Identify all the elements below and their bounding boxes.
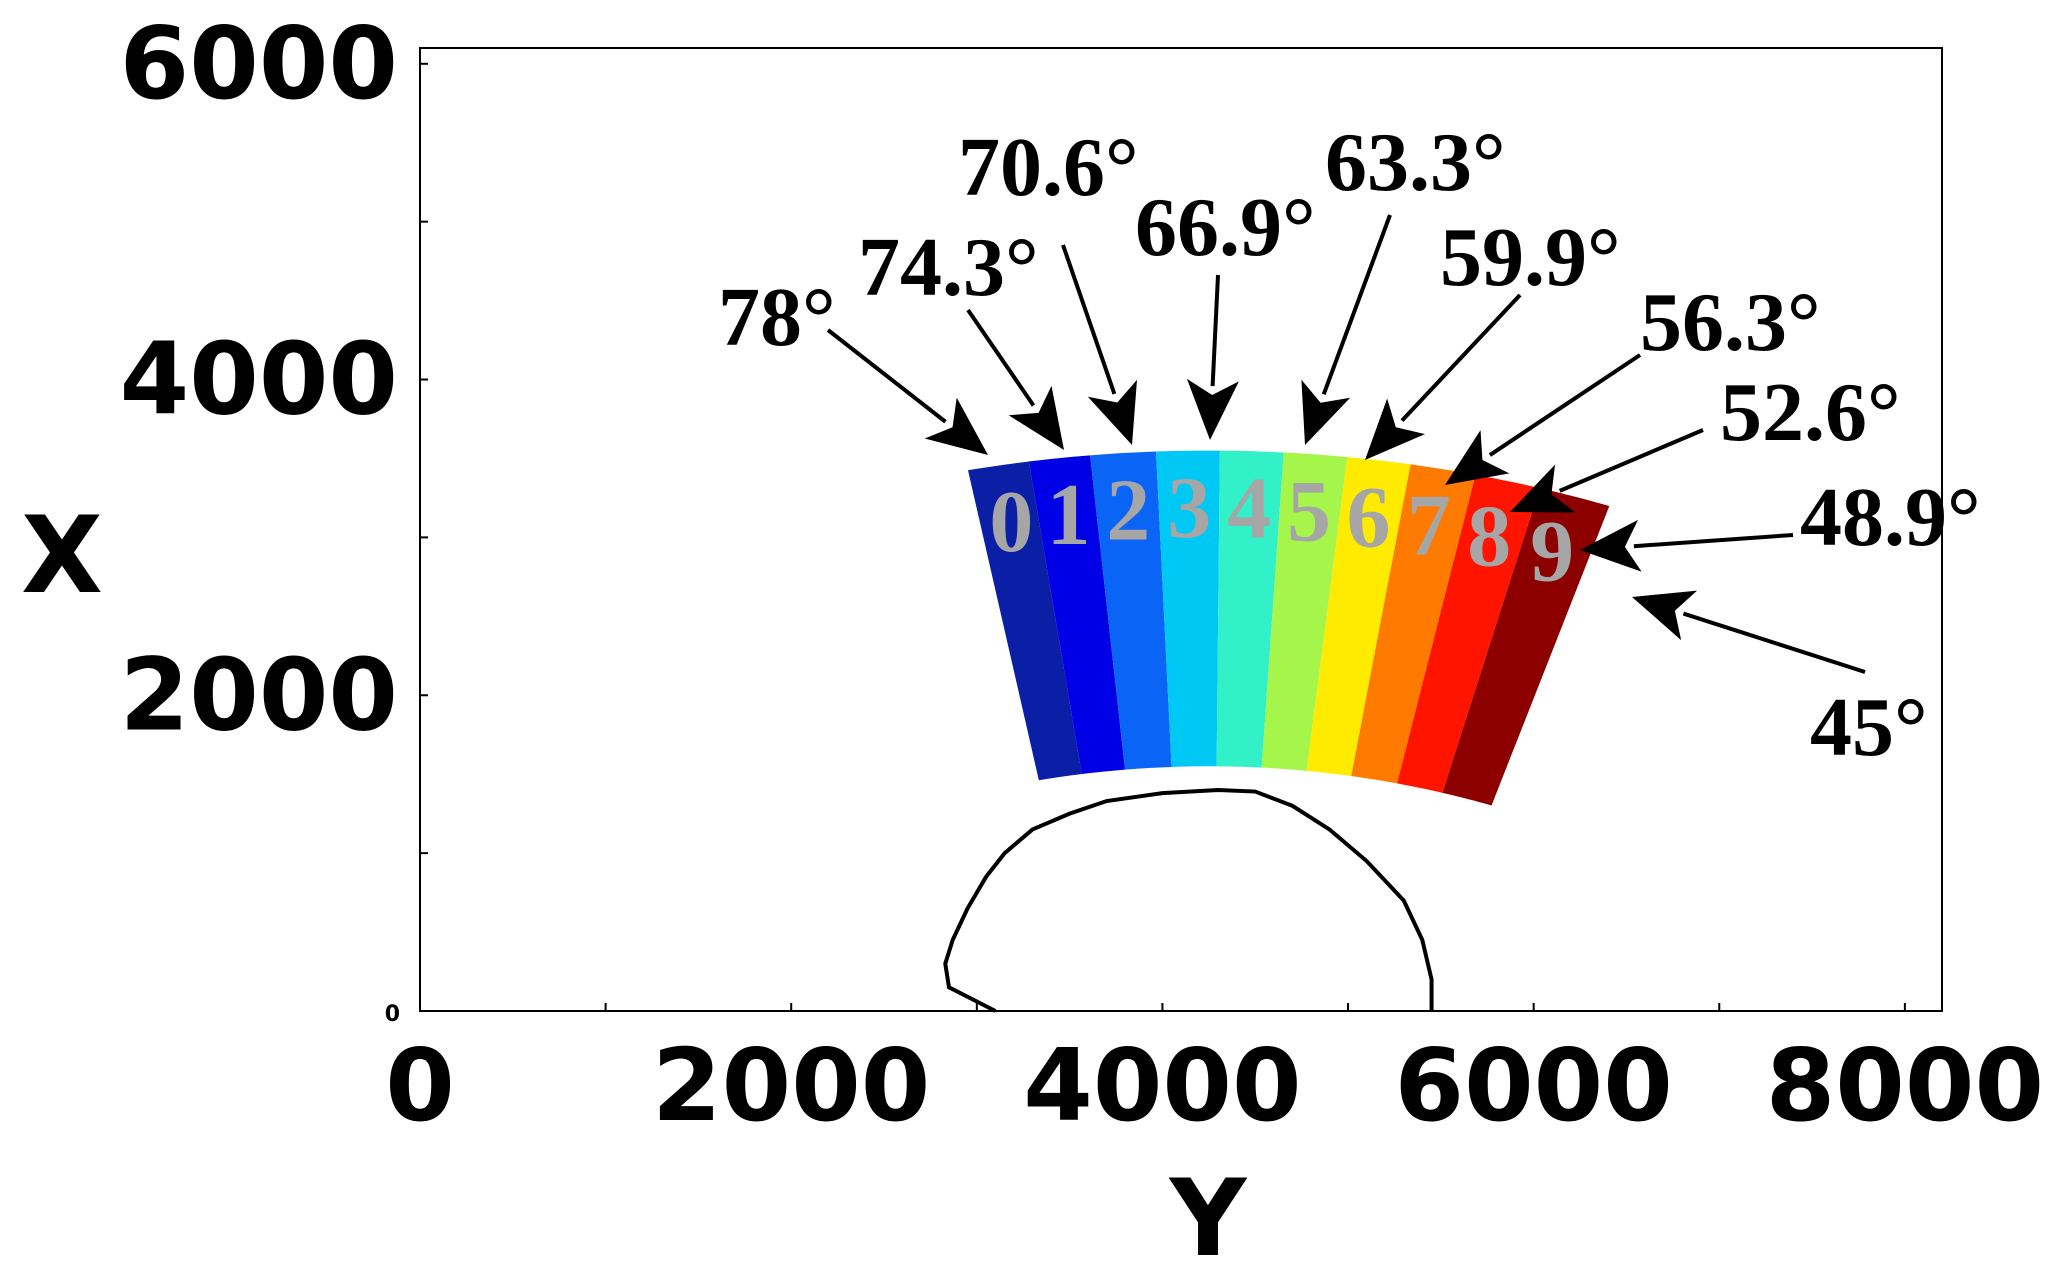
annotation-arrow-shaft — [1558, 428, 1704, 493]
annotation-arrow-head — [1301, 379, 1351, 445]
angle-label: 48.9° — [1800, 471, 1981, 564]
fan-sector — [1306, 457, 1411, 777]
annotation-arrow-head — [1632, 590, 1698, 641]
angle-label: 74.3° — [858, 221, 1039, 314]
x-tick-label: 4000 — [1023, 1027, 1301, 1144]
annotation-arrow-shaft — [1682, 611, 1866, 674]
annotation-arrow-head — [924, 397, 988, 455]
angle-label: 56.3° — [1640, 276, 1821, 369]
annotation-arrow-shaft — [826, 328, 947, 424]
x-tick-label: 2000 — [652, 1027, 930, 1144]
angle-label: 63.3° — [1325, 116, 1506, 209]
angle-label: 59.9° — [1440, 211, 1621, 304]
sector-number: 0 — [989, 474, 1033, 571]
sector-number: 6 — [1347, 469, 1391, 566]
sector-number: 1 — [1047, 467, 1091, 564]
sector-number: 9 — [1530, 503, 1574, 600]
y-axis-title: X — [21, 494, 103, 617]
x-tick-label: 6000 — [1394, 1027, 1672, 1144]
annotation-arrow-head — [1186, 378, 1239, 440]
x-tick-label: 0 — [385, 1027, 455, 1144]
fan-sector — [1216, 450, 1284, 768]
plot-frame — [419, 47, 1943, 1012]
annotation-arrow-shaft — [1400, 293, 1522, 423]
annotation-arrow-shaft — [1061, 244, 1117, 395]
annotation-arrow-shaft — [966, 308, 1036, 407]
fan-sector — [968, 461, 1082, 781]
sector-number: 7 — [1407, 478, 1451, 575]
fan-sector — [1155, 450, 1220, 767]
fan-sector — [1261, 452, 1348, 771]
color-fan — [968, 450, 1610, 806]
annotation-arrow-head — [1510, 464, 1576, 513]
annotation-arrow-head — [1580, 519, 1642, 572]
sector-number: 4 — [1227, 461, 1271, 558]
annotation-arrow-shaft — [1488, 353, 1642, 457]
x-axis-title: Y — [1168, 1157, 1248, 1277]
annotation-arrow-shaft — [1321, 214, 1392, 396]
annotation-arrow-head — [1087, 379, 1138, 445]
angle-label: 66.9° — [1135, 181, 1316, 274]
angle-label: 70.6° — [958, 121, 1139, 214]
fan-sector — [1028, 455, 1125, 775]
y-tick-label: 0 — [385, 1002, 400, 1027]
fan-sector — [1351, 464, 1476, 784]
annotation-arrow-shaft — [1210, 274, 1220, 387]
annotation-arrow-head — [1365, 398, 1426, 460]
angle-label: 45° — [1810, 681, 1928, 774]
sector-number: 5 — [1287, 464, 1331, 561]
sector-number: 8 — [1467, 489, 1511, 586]
body-outline — [943, 787, 1434, 1013]
angle-label: 78° — [718, 271, 836, 364]
y-tick-label: 6000 — [120, 5, 398, 122]
sector-number: 3 — [1167, 460, 1211, 557]
angle-annotations: 78°74.3°70.6°66.9°63.3°59.9°56.3°52.6°48… — [718, 116, 1981, 774]
x-tick-label: 8000 — [1766, 1027, 2044, 1144]
axis-ticks: 0 2000 4000 6000 8000 0 2000 4000 6000 — [120, 5, 2044, 1144]
sector-number: 2 — [1106, 462, 1150, 559]
fan-sector — [1397, 474, 1540, 793]
fan-sector — [1090, 451, 1172, 770]
angle-label: 52.6° — [1720, 366, 1901, 459]
annotation-arrow-shaft — [1633, 533, 1794, 549]
annotation-arrow-head — [1445, 430, 1510, 485]
fan-sector — [1442, 488, 1610, 806]
annotation-arrow-head — [1008, 385, 1064, 450]
y-tick-label: 4000 — [120, 321, 398, 438]
y-tick-label: 2000 — [120, 636, 398, 753]
